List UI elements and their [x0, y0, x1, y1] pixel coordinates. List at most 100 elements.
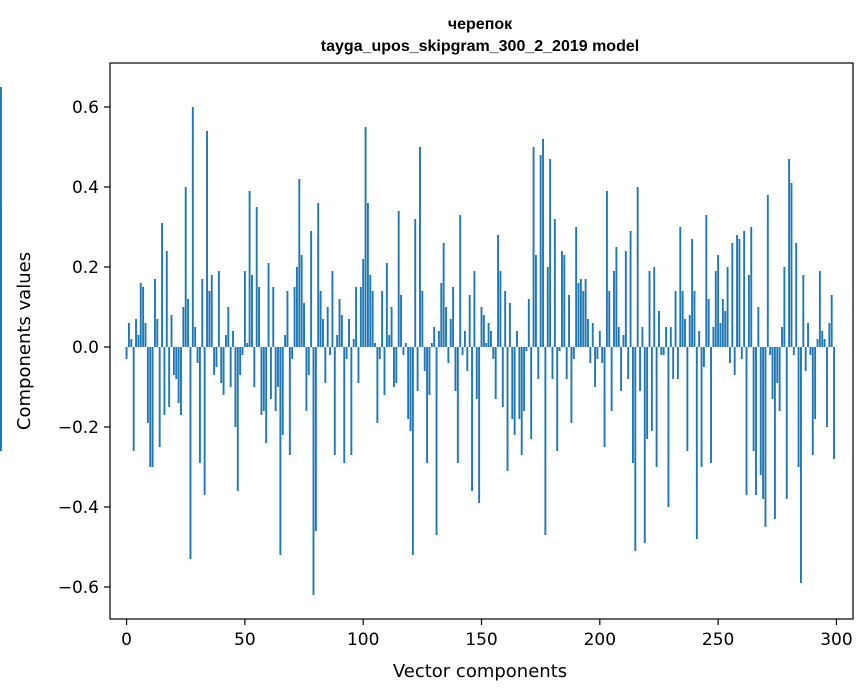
bar	[513, 347, 516, 435]
bar	[220, 347, 223, 383]
y-tick-label: 0.4	[72, 178, 99, 198]
y-tick-label: 0.6	[72, 98, 99, 118]
bar	[456, 347, 459, 463]
bar	[579, 279, 582, 347]
bar	[125, 347, 128, 359]
bar	[246, 343, 249, 347]
bar	[523, 347, 526, 411]
bar	[158, 347, 161, 447]
bar	[303, 303, 305, 347]
bar	[442, 243, 445, 347]
bar	[667, 347, 670, 507]
bar	[781, 327, 783, 347]
bar	[312, 347, 315, 595]
bar	[662, 347, 665, 355]
bar	[454, 347, 457, 391]
bar	[563, 255, 566, 347]
bar	[471, 347, 473, 491]
bar	[833, 347, 836, 459]
bar	[475, 347, 478, 399]
bar	[184, 187, 187, 347]
bar	[714, 271, 717, 347]
bar	[506, 347, 509, 471]
bar	[461, 347, 464, 355]
bar	[383, 347, 386, 395]
bar	[800, 347, 802, 583]
bar	[487, 323, 490, 347]
bar	[610, 347, 613, 411]
bar	[177, 347, 180, 403]
bar	[449, 319, 452, 347]
bar	[447, 347, 450, 363]
bar	[553, 219, 556, 347]
y-tick-label: −0.2	[58, 418, 99, 438]
bar	[227, 307, 230, 347]
bar	[816, 339, 819, 347]
bar	[466, 347, 469, 371]
bar	[828, 323, 831, 347]
bar	[672, 347, 675, 379]
bar	[605, 191, 608, 347]
bar	[421, 291, 424, 347]
bar	[674, 291, 677, 347]
bar	[700, 347, 703, 467]
y-tick-label: −0.6	[58, 578, 99, 598]
bar	[326, 307, 329, 347]
bar	[501, 347, 504, 407]
bar	[288, 347, 291, 455]
bar	[146, 347, 149, 423]
bar	[156, 319, 159, 347]
bar	[797, 347, 800, 467]
bar	[594, 347, 597, 387]
bar	[338, 299, 341, 347]
bar	[414, 219, 417, 347]
bar	[310, 231, 313, 347]
bar	[534, 255, 537, 347]
bar	[814, 347, 817, 419]
bar	[352, 339, 355, 347]
bar	[508, 303, 511, 347]
bar	[127, 323, 130, 347]
bar	[260, 347, 263, 415]
x-tick-label: 300	[820, 630, 852, 650]
bar	[821, 331, 824, 347]
bar	[277, 347, 279, 387]
bar	[279, 347, 282, 555]
bar	[795, 243, 798, 347]
chart-subtitle: tayga_upos_skipgram_300_2_2019 model	[321, 38, 639, 55]
bar	[371, 291, 374, 347]
bar	[676, 347, 679, 379]
bar	[203, 347, 206, 495]
bar	[608, 291, 611, 347]
bar	[639, 347, 641, 391]
bar	[435, 347, 438, 535]
bar	[482, 315, 485, 347]
bar	[601, 347, 604, 363]
bar	[385, 263, 388, 347]
bar	[196, 347, 199, 363]
bar	[582, 291, 585, 347]
bar	[423, 347, 426, 371]
bar	[641, 327, 644, 347]
bar	[603, 347, 606, 447]
bar	[468, 295, 471, 347]
bar	[269, 347, 272, 399]
bar	[731, 243, 734, 347]
bar	[653, 267, 656, 347]
bar	[286, 291, 289, 347]
bar	[274, 347, 277, 411]
bar	[752, 347, 755, 451]
bar	[163, 347, 166, 415]
bar	[248, 191, 251, 347]
bar	[561, 251, 563, 347]
x-tick-label: 200	[584, 630, 616, 650]
bar	[293, 287, 296, 347]
bar	[807, 323, 809, 347]
bar	[170, 315, 173, 347]
bar	[648, 271, 651, 347]
bar	[440, 283, 443, 347]
bar	[811, 347, 814, 455]
bar	[792, 347, 795, 355]
bar	[572, 347, 575, 359]
